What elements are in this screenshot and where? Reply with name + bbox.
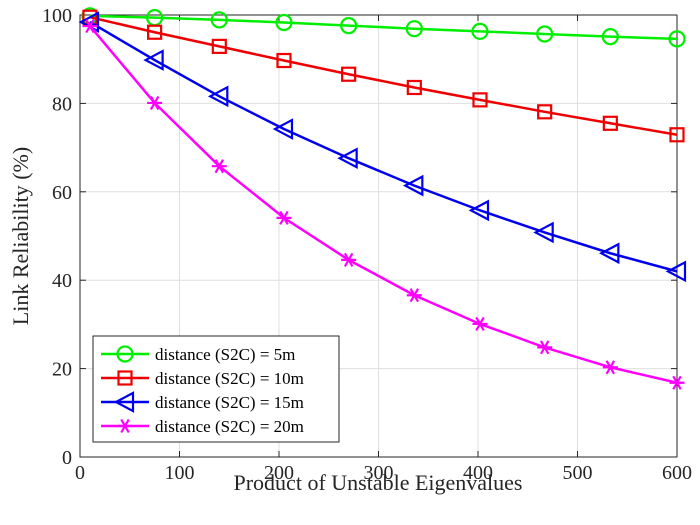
y-tick-label: 80 <box>52 93 72 115</box>
data-point <box>665 260 687 283</box>
data-point <box>402 174 424 197</box>
axis-ticks: 0 100 200 300 400 500 600 0 20 40 60 80 100 <box>42 5 692 484</box>
data-point <box>276 52 292 69</box>
legend-marker <box>117 418 133 434</box>
data-point <box>147 24 163 40</box>
data-point <box>211 38 227 54</box>
data-point <box>147 95 163 111</box>
data-point <box>471 22 489 40</box>
data-point <box>468 199 490 222</box>
x-tick-label: 300 <box>364 462 394 484</box>
data-point <box>536 25 554 43</box>
data-point <box>537 340 553 355</box>
data-point <box>210 11 228 29</box>
series-3 <box>78 11 687 283</box>
x-tick-label: 100 <box>165 462 195 484</box>
data-point <box>472 316 488 332</box>
data-point <box>598 242 620 265</box>
data-point <box>406 79 422 96</box>
y-tick-label: 0 <box>62 447 72 469</box>
legend-item: distance (S2C) = 5m <box>101 345 295 364</box>
x-tick-label: 200 <box>264 462 294 484</box>
legend-item: distance (S2C) = 15m <box>101 391 304 413</box>
x-tick-label: 400 <box>463 462 493 484</box>
legend-marker <box>116 345 134 363</box>
data-point <box>272 118 294 140</box>
data-point <box>275 13 293 32</box>
data-point <box>669 127 685 143</box>
data-point <box>341 252 357 267</box>
y-tick-label: 40 <box>52 270 72 292</box>
legend-label: distance (S2C) = 20m <box>155 417 304 436</box>
legend-marker <box>113 391 135 413</box>
data-point <box>341 66 357 82</box>
series-group <box>78 7 687 390</box>
data-point <box>602 360 618 375</box>
legend-marker <box>117 370 133 386</box>
data-point <box>601 28 619 46</box>
series-1 <box>81 7 686 48</box>
legend: distance (S2C) = 5m distance (S2C) = 10m d… <box>92 335 340 443</box>
data-point <box>533 221 554 244</box>
series-line <box>89 14 678 41</box>
data-point <box>472 92 488 108</box>
data-point <box>82 9 98 25</box>
series-2 <box>82 9 685 143</box>
legend-label: distance (S2C) = 10m <box>155 369 304 388</box>
x-tick-label: 600 <box>662 462 692 484</box>
legend-label: distance (S2C) = 15m <box>155 393 304 412</box>
data-point <box>211 159 227 174</box>
legend-item: distance (S2C) = 20m <box>101 417 304 436</box>
data-point <box>537 104 553 120</box>
data-point <box>406 288 422 303</box>
data-point <box>405 20 423 38</box>
y-tick-label: 20 <box>52 359 72 381</box>
y-tick-label: 100 <box>42 5 72 27</box>
series-line <box>89 20 678 273</box>
data-point <box>602 115 618 131</box>
x-tick-label: 0 <box>75 462 85 484</box>
data-point <box>82 19 98 34</box>
series-line <box>89 15 678 137</box>
data-point <box>143 49 164 71</box>
data-point <box>669 375 685 390</box>
legend-label: distance (S2C) = 5m <box>155 345 295 364</box>
legend-item: distance (S2C) = 10m <box>101 369 304 388</box>
data-point <box>668 30 686 48</box>
y-axis-title: Link Reliability (%) <box>8 147 33 325</box>
series-4 <box>82 19 685 390</box>
x-axis-title: Product of Unstable Eigenvalues <box>234 470 523 495</box>
data-point <box>207 85 229 108</box>
series-line <box>88 25 678 384</box>
y-tick-label: 60 <box>52 182 72 204</box>
x-tick-label: 500 <box>563 462 593 484</box>
data-point <box>340 17 358 35</box>
data-point <box>276 210 292 225</box>
data-point <box>337 147 358 170</box>
